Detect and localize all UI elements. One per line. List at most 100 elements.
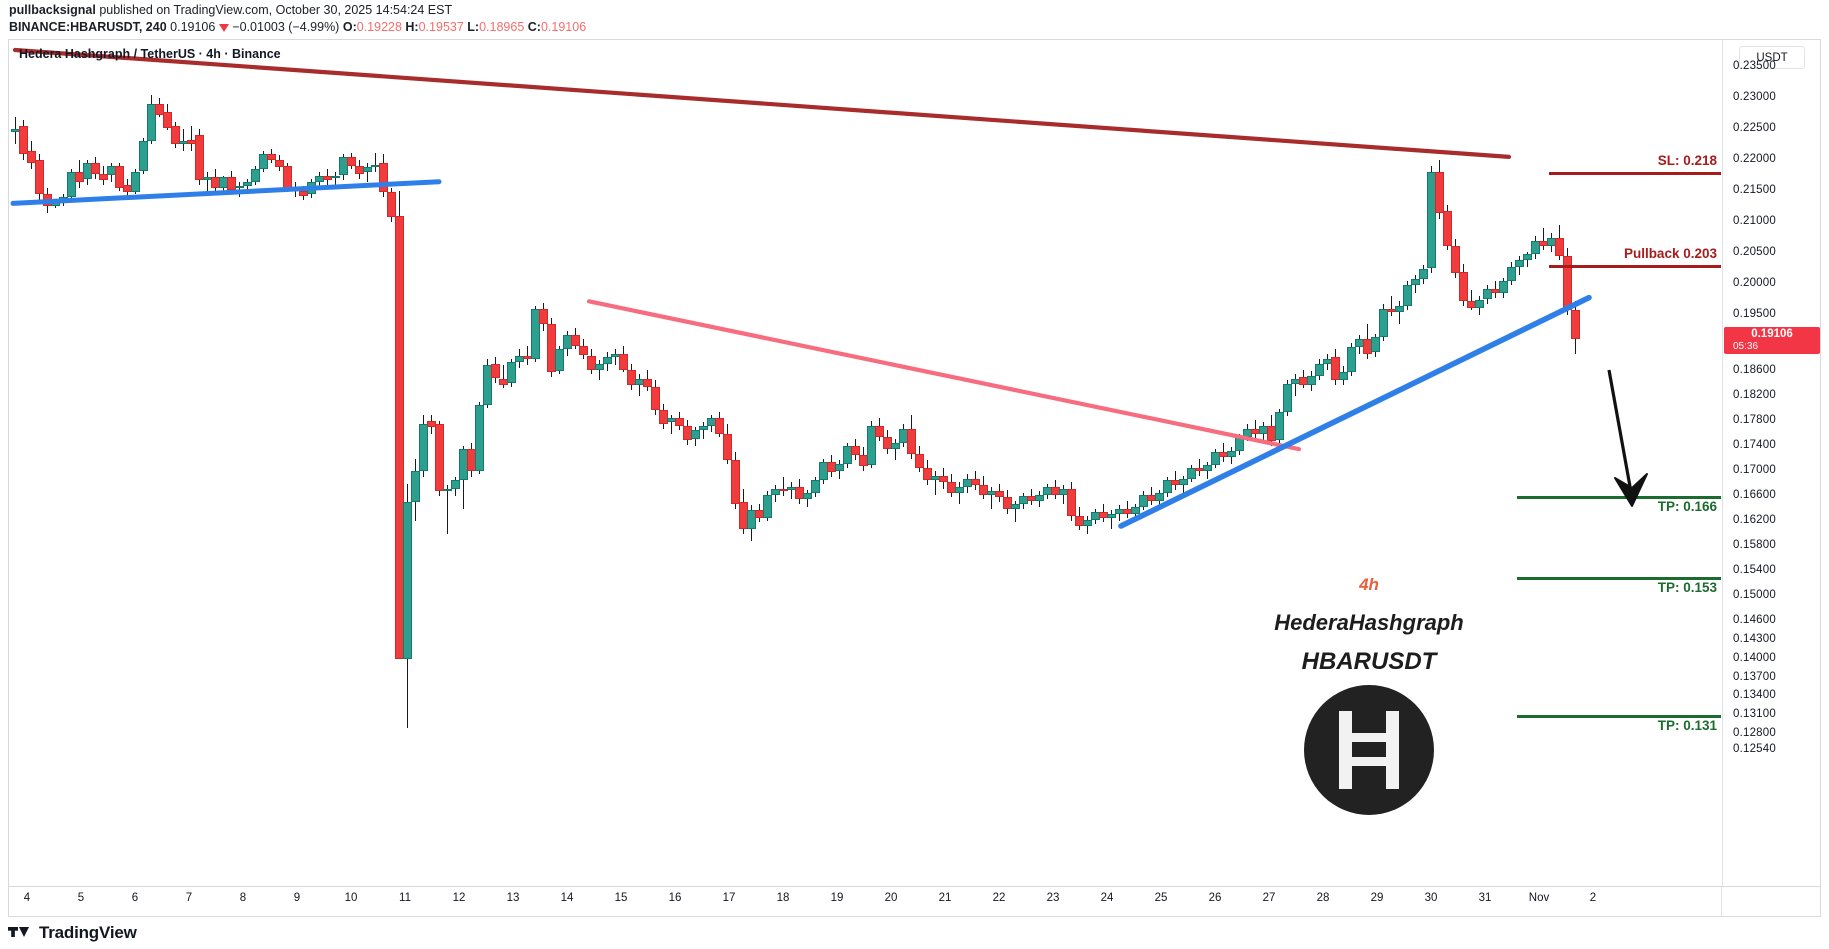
candle-body-bullish	[243, 181, 253, 187]
candle-body-bullish	[1275, 411, 1285, 440]
price-plot-area[interactable]: SL: 0.218 Pullback 0.203 TP: 0.166 TP: 0.15…	[9, 40, 1721, 886]
time-tick: 13	[506, 892, 520, 904]
change-absolute: −0.01003	[232, 20, 285, 34]
projection-arrow-head	[1614, 473, 1648, 507]
price-axis[interactable]: USDT 0.23500 0.23000 0.22500 0.22000 0.21500…	[1722, 40, 1820, 886]
candle-body-bearish	[1451, 245, 1461, 273]
author-name: pullbacksignal	[9, 3, 96, 17]
candle-body-bullish	[1235, 436, 1245, 451]
candle-body-bearish	[1443, 210, 1453, 246]
candle-body-bearish	[35, 160, 45, 195]
candle-wick	[182, 129, 185, 151]
candle-body-bullish	[451, 480, 461, 489]
tradingview-brand: TradingView	[39, 923, 137, 942]
candle-body-bearish	[651, 386, 661, 410]
trendline-ascending-support[interactable]	[1118, 294, 1592, 529]
candle-body-bullish	[835, 463, 845, 471]
candle-body-bullish	[811, 480, 821, 493]
level-line-stop-loss[interactable]	[1549, 172, 1721, 175]
change-percent: (−4.99%)	[288, 20, 340, 34]
candle-body-bullish	[1283, 383, 1293, 412]
candle-body-bearish	[675, 417, 685, 426]
time-tick: 27	[1262, 892, 1276, 904]
candle-body-bullish	[531, 308, 541, 359]
candle-body-bearish	[491, 363, 501, 379]
time-tick: 5	[77, 892, 85, 904]
candle-body-bearish	[1435, 172, 1445, 213]
candle-body-bullish	[1011, 503, 1021, 509]
candle-body-bullish	[1411, 279, 1421, 286]
price-tick: 0.23500	[1733, 60, 1776, 72]
candle-wick	[934, 471, 937, 495]
candle-wick	[1014, 501, 1017, 523]
candle-body-bullish	[1179, 478, 1189, 485]
close-label: C:	[527, 20, 541, 34]
price-tick: 0.16600	[1733, 489, 1776, 501]
candle-body-bullish	[1347, 347, 1357, 373]
candle-body-bullish	[1515, 260, 1525, 267]
price-tick: 0.15000	[1733, 589, 1776, 601]
candle-body-bullish	[1307, 376, 1317, 385]
candle-body-bullish	[307, 181, 317, 195]
candle-body-bullish	[443, 488, 453, 491]
price-tick: 0.12800	[1733, 727, 1776, 739]
chart-header: pullbacksignal published on TradingView.…	[0, 0, 1829, 38]
candle-body-bullish	[507, 361, 517, 384]
level-line-pullback[interactable]	[1549, 265, 1721, 268]
time-tick: 31	[1478, 892, 1492, 904]
candle-body-bullish	[1227, 451, 1237, 458]
candle-body-bullish	[1107, 513, 1117, 518]
time-tick: 30	[1424, 892, 1438, 904]
candle-body-bullish	[699, 426, 709, 431]
candle-body-bullish	[1403, 285, 1413, 306]
publish-text: published on TradingView.com, October 30…	[99, 3, 453, 17]
time-tick: 23	[1046, 892, 1060, 904]
current-price-value: 0.19106	[1751, 327, 1793, 340]
publish-info: pullbacksignal published on TradingView.…	[9, 3, 452, 17]
candle-body-bullish	[515, 355, 525, 362]
low-value: 0.18965	[479, 20, 525, 34]
candle-body-bullish	[251, 169, 261, 182]
candle-body-bearish	[1067, 488, 1077, 516]
candle-body-bearish	[619, 353, 629, 370]
candle-body-bullish	[1427, 172, 1437, 269]
projection-arrow-shaft	[1607, 369, 1633, 493]
time-tick: Nov	[1528, 892, 1550, 904]
level-line-take-profit-2[interactable]	[1517, 577, 1721, 580]
time-axis[interactable]: 4 5 6 7 8 9 10 11 12 13 14 15 16 17 18 19 20 21 22 23 24 25 26…	[8, 887, 1821, 917]
candle-wick	[206, 172, 209, 191]
trendline-upper-resistance[interactable]	[12, 47, 1512, 160]
candle-body-bullish	[891, 442, 901, 450]
candle-body-bullish	[595, 363, 605, 370]
high-label: H:	[405, 20, 419, 34]
symbol-quote-line: BINANCE:HBARUSDT, 240 0.19106 −0.01003 (…	[9, 20, 586, 34]
price-tick: 0.15800	[1733, 539, 1776, 551]
price-tick: 0.20500	[1733, 246, 1776, 258]
level-label-take-profit-2: TP: 0.153	[1657, 580, 1717, 596]
candle-body-bullish	[131, 172, 141, 193]
candle-body-bearish	[435, 424, 445, 491]
candle-body-bullish	[603, 357, 613, 364]
time-tick: 4	[23, 892, 31, 904]
candle-body-bullish	[483, 364, 493, 406]
level-line-take-profit-3[interactable]	[1517, 715, 1721, 718]
candle-body-bullish	[1499, 280, 1509, 294]
candle-body-bullish	[1131, 507, 1141, 514]
candle-body-bearish	[907, 428, 917, 454]
candle-wick	[1294, 374, 1297, 396]
price-tick: 0.19500	[1733, 308, 1776, 320]
price-tick: 0.20000	[1733, 277, 1776, 289]
candle-body-bullish	[955, 486, 965, 493]
candle-body-bullish	[1315, 363, 1325, 376]
level-label-stop-loss: SL: 0.218	[1657, 153, 1717, 169]
chart-frame[interactable]: Hedera Hashgraph / TetherUS · 4h · Binan…	[8, 39, 1821, 887]
price-tick: 0.23000	[1733, 91, 1776, 103]
candle-body-bullish	[1203, 464, 1213, 471]
candle-wick	[1390, 296, 1393, 317]
candle-body-bullish	[1155, 492, 1165, 501]
candle-body-bearish	[379, 163, 389, 193]
candle-wick	[374, 152, 377, 173]
price-tick: 0.17800	[1733, 414, 1776, 426]
candle-wick	[526, 346, 529, 365]
time-tick: 19	[830, 892, 844, 904]
